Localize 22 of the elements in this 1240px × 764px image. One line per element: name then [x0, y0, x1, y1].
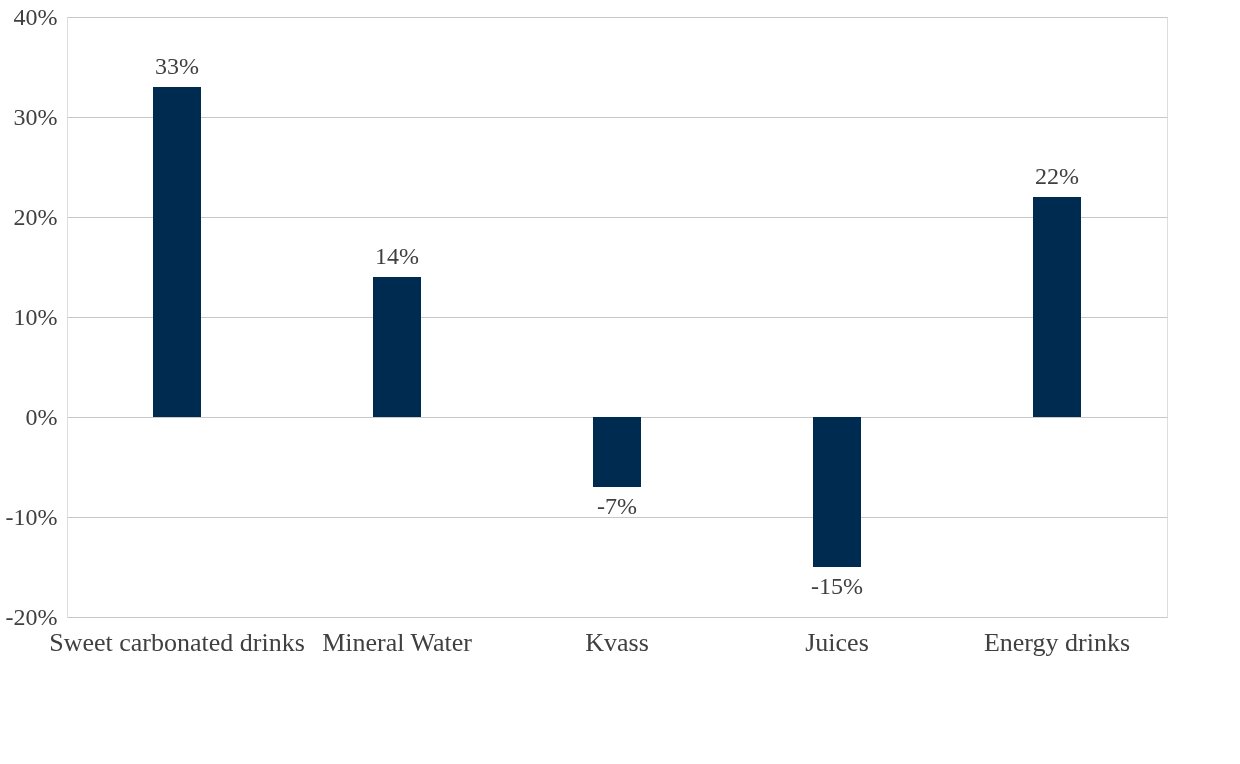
- bar: [153, 87, 201, 417]
- x-tick-label: Mineral Water: [322, 627, 473, 657]
- y-tick-label: -10%: [5, 503, 58, 530]
- y-tick-label: 10%: [13, 303, 58, 330]
- x-tick-label: Sweet carbonated drinks: [49, 627, 305, 657]
- x-tick-label: Energy drinks: [983, 627, 1131, 657]
- data-label: 14%: [375, 243, 419, 269]
- y-tick-label: -20%: [5, 603, 58, 630]
- y-tick-label: 30%: [13, 103, 58, 130]
- bar: [593, 417, 641, 487]
- x-tick-label: Juices: [805, 627, 869, 657]
- y-tick-label: 20%: [13, 203, 58, 230]
- data-label: -7%: [597, 493, 637, 519]
- y-tick-label: 0%: [25, 403, 58, 430]
- x-tick-label: Kvass: [585, 627, 649, 657]
- bar: [813, 417, 861, 567]
- data-label: -15%: [811, 573, 863, 599]
- y-tick-label: 40%: [13, 3, 58, 30]
- data-label: 22%: [1035, 163, 1079, 189]
- data-label: 33%: [155, 53, 199, 79]
- bar: [373, 277, 421, 417]
- bar: [1033, 197, 1081, 417]
